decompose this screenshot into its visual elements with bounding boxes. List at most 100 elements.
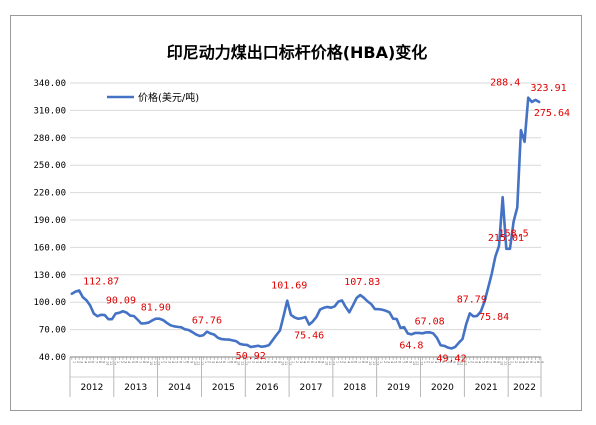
data-label: 215.01 [488, 233, 524, 244]
x-month-label: 8 [405, 361, 409, 363]
x-month-label: 6 [222, 361, 226, 363]
price-point [374, 308, 376, 310]
data-label: 90.09 [106, 295, 136, 306]
x-month-label: 3 [255, 361, 259, 363]
price-point [494, 255, 496, 257]
x-month-label: 7 [182, 361, 186, 363]
price-point [282, 315, 284, 317]
x-month-label: 4 [259, 361, 263, 363]
x-month-label: 11 [109, 361, 113, 365]
price-point [195, 333, 197, 335]
data-label: 158.5 [499, 228, 529, 239]
price-point [381, 308, 383, 310]
price-point [71, 293, 73, 295]
x-month-label: 10 [105, 361, 109, 365]
x-month-label: 6 [485, 361, 489, 363]
price-point [385, 310, 387, 312]
data-label: 67.08 [415, 316, 445, 327]
price-point [421, 332, 423, 334]
y-tick-label: 100.00 [33, 298, 66, 308]
x-month-label: 9 [365, 361, 369, 363]
x-month-label: 6 [310, 361, 314, 363]
price-point [520, 129, 522, 131]
price-point [512, 220, 514, 222]
price-point [118, 312, 120, 314]
x-year-label: 2016 [256, 383, 279, 393]
x-month-label: 6 [397, 361, 401, 363]
price-point [235, 340, 237, 342]
price-point [246, 344, 248, 346]
data-label: 319.22 [541, 16, 577, 19]
x-month-label: 2 [76, 361, 80, 363]
price-point [239, 343, 241, 345]
price-point [250, 346, 252, 348]
x-month-label: 9 [496, 361, 500, 363]
price-point [206, 330, 208, 332]
x-year-label: 2022 [513, 383, 536, 393]
x-month-label: 7 [532, 361, 536, 363]
price-point [516, 206, 518, 208]
price-point [242, 343, 244, 345]
price-point [100, 314, 102, 316]
price-point [74, 290, 76, 292]
price-point [144, 322, 146, 324]
x-month-label: 1 [116, 361, 120, 363]
x-month-label: 8 [229, 361, 233, 363]
price-point [436, 337, 438, 339]
x-month-label: 2 [164, 361, 168, 363]
x-month-label: 5 [438, 361, 442, 363]
price-point [458, 341, 460, 343]
price-point [162, 319, 164, 321]
price-point [531, 101, 533, 103]
price-point [352, 304, 354, 306]
x-month-label: 6 [178, 361, 182, 363]
data-label: 87.79 [457, 294, 487, 305]
x-axis: 1 2 3 4 5 6 7 8 9 10 11 12 1 2 3 4 5 6 7 8 9 10 11 12 1 2 3 4 5 6 7 8 9 1… [69, 356, 544, 397]
y-tick-label: 40.00 [39, 353, 66, 363]
x-year-label: 2018 [343, 383, 366, 393]
x-month-label: 3 [474, 361, 478, 363]
price-point [180, 326, 182, 328]
x-month-label: 7 [357, 361, 361, 363]
price-point [78, 289, 80, 291]
x-year-label: 2017 [300, 383, 323, 393]
x-month-label: 9 [277, 361, 281, 363]
price-point [173, 325, 175, 327]
price-point [534, 99, 536, 101]
x-month-label: 8 [186, 361, 190, 363]
data-label: 323.91 [531, 83, 567, 94]
price-point [85, 299, 87, 301]
x-month-label: 5 [175, 361, 179, 363]
x-month-label: 10 [237, 361, 241, 365]
x-month-label: 3 [518, 361, 522, 363]
price-point [538, 101, 540, 103]
price-point [359, 294, 361, 296]
y-tick-label: 130.00 [33, 271, 66, 281]
y-axis: 40.00 70.00 100.00 130.00 160.00 190.00 220.00… [33, 79, 66, 363]
price-point [308, 323, 310, 325]
x-month-label: 4 [434, 361, 438, 363]
x-year-label: 2013 [124, 383, 147, 393]
price-point [198, 335, 200, 337]
x-month-label: 7 [401, 361, 405, 363]
price-point [399, 327, 401, 329]
x-month-label: 1 [160, 361, 164, 363]
price-point [125, 311, 127, 313]
price-point [428, 331, 430, 333]
price-point [377, 308, 379, 310]
x-month-label: 11 [328, 361, 332, 365]
price-point [454, 346, 456, 348]
x-month-label: 3 [124, 361, 128, 363]
x-month-label: 12 [463, 361, 467, 365]
price-point [224, 338, 226, 340]
x-month-label: 9 [408, 361, 412, 363]
x-month-label: 8 [448, 361, 452, 363]
price-point [487, 287, 489, 289]
price-point [129, 314, 131, 316]
x-month-label: 11 [503, 361, 507, 365]
x-month-label: 10 [149, 361, 153, 365]
price-point [166, 322, 168, 324]
price-point [89, 304, 91, 306]
x-month-label: 12 [419, 361, 423, 365]
price-point [407, 332, 409, 334]
